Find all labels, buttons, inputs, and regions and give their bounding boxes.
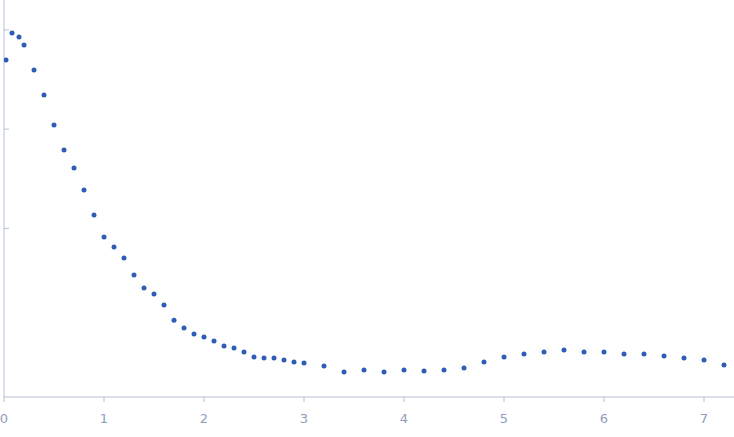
y-tick (4, 29, 9, 30)
x-tick (404, 397, 405, 402)
data-point (17, 34, 22, 39)
data-point (32, 68, 37, 73)
data-point (362, 368, 367, 373)
data-point (502, 354, 507, 359)
x-tick-label: 3 (300, 411, 308, 426)
data-point (172, 318, 177, 323)
data-point (4, 58, 9, 63)
data-point (722, 363, 727, 368)
data-point (92, 213, 97, 218)
data-point (682, 356, 687, 361)
data-point (10, 31, 15, 36)
data-point (482, 360, 487, 365)
data-point (242, 350, 247, 355)
data-point (62, 148, 67, 153)
x-tick (204, 397, 205, 402)
data-point (162, 303, 167, 308)
data-point (422, 368, 427, 373)
data-point (152, 292, 157, 297)
data-point (72, 165, 77, 170)
data-point (542, 350, 547, 355)
data-point (662, 353, 667, 358)
x-tick-label: 1 (100, 411, 108, 426)
data-point (212, 339, 217, 344)
x-tick (304, 397, 305, 402)
x-tick-label: 6 (600, 411, 608, 426)
data-point (112, 245, 117, 250)
data-point (42, 92, 47, 97)
data-point (582, 350, 587, 355)
data-point (402, 368, 407, 373)
chart: 0 1 2 3 4 5 6 7 (0, 0, 734, 437)
x-tick-label: 5 (500, 411, 508, 426)
data-point (52, 123, 57, 128)
data-point (622, 352, 627, 357)
data-point (642, 352, 647, 357)
data-point (522, 352, 527, 357)
x-tick-label: 2 (200, 411, 208, 426)
data-point (302, 361, 307, 366)
data-point (82, 187, 87, 192)
x-tick (104, 397, 105, 402)
data-point (202, 335, 207, 340)
data-point (322, 363, 327, 368)
y-tick (4, 129, 9, 130)
data-point (252, 354, 257, 359)
data-point (142, 285, 147, 290)
x-tick (704, 397, 705, 402)
data-point (192, 332, 197, 337)
data-point (102, 235, 107, 240)
data-point (462, 365, 467, 370)
data-point (262, 356, 267, 361)
data-point (342, 370, 347, 375)
data-point (562, 348, 567, 353)
data-point (222, 343, 227, 348)
data-point (22, 43, 27, 48)
x-tick (604, 397, 605, 402)
data-point (132, 273, 137, 278)
data-point (272, 356, 277, 361)
x-tick-label: 7 (700, 411, 708, 426)
data-point (702, 357, 707, 362)
x-tick-label: 0 (0, 411, 8, 426)
data-point (602, 350, 607, 355)
x-axis (4, 397, 734, 398)
x-tick-label: 4 (400, 411, 408, 426)
y-tick (4, 228, 9, 229)
x-tick (504, 397, 505, 402)
data-point (232, 346, 237, 351)
data-point (182, 326, 187, 331)
data-point (282, 357, 287, 362)
x-tick (4, 397, 5, 402)
data-point (122, 255, 127, 260)
data-point (292, 360, 297, 365)
data-point (442, 368, 447, 373)
data-point (382, 370, 387, 375)
points (4, 31, 727, 375)
